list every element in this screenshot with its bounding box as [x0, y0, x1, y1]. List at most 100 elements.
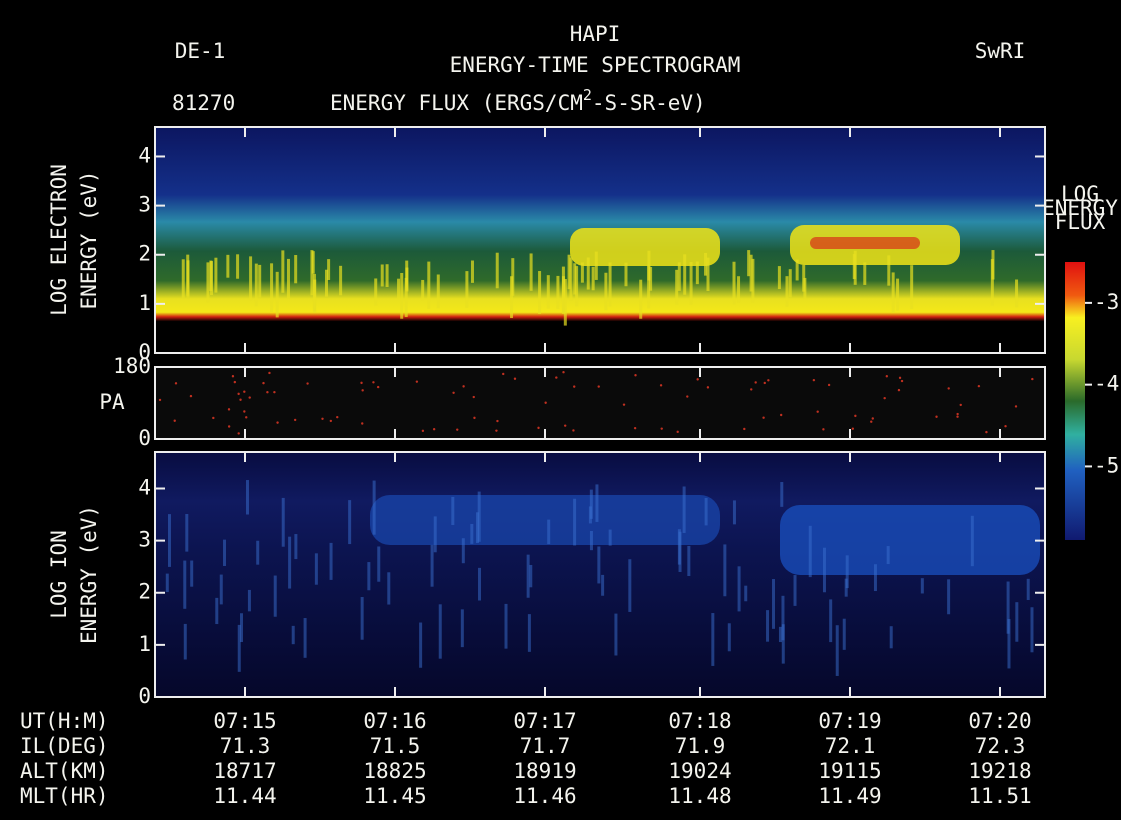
electron-spectrum: [704, 252, 708, 276]
row-value: 07:20: [968, 709, 1031, 733]
ion-spectrum: [970, 515, 974, 567]
ion-spectrum: [470, 523, 474, 544]
ion-spectrum: [547, 519, 551, 545]
institution: SwRI: [975, 39, 1026, 63]
row-value: 18919: [513, 759, 576, 783]
row-value: 19218: [968, 759, 1031, 783]
pitch-angle-point: [321, 417, 324, 420]
ion-spectrum: [288, 536, 292, 589]
electron-spectrum: [863, 262, 867, 285]
pitch-angle-point: [227, 408, 231, 411]
row-value: 18717: [213, 759, 276, 783]
row-value: 07:17: [513, 709, 576, 733]
pitch-angle-point: [513, 377, 517, 380]
electron-spectrum: [706, 257, 710, 291]
pitch-angle-point: [762, 416, 765, 419]
y-axis-label: PA: [99, 390, 125, 414]
pitch-angle-point: [212, 416, 215, 420]
electron-spectrum: [495, 252, 499, 289]
ion-spectrum: [772, 579, 776, 629]
pitch-angle-point: [959, 403, 962, 407]
pitch-angle-point: [754, 381, 757, 384]
electron-spectrum: [249, 256, 253, 301]
ion-spectrum: [601, 574, 605, 596]
ion-spectrum: [348, 500, 352, 545]
colorbar-tick-label: -4: [1094, 372, 1119, 396]
pitch-angle-point: [239, 398, 242, 401]
pitch-angle-point: [573, 385, 576, 388]
row-value: 07:19: [818, 709, 881, 733]
ion-spectrum: [682, 486, 686, 533]
pitch-angle-point: [495, 429, 498, 432]
ion-spectrum: [256, 540, 260, 565]
pitch-angle-point: [473, 416, 476, 420]
pitch-angle-point: [947, 387, 950, 390]
row-label: IL(DEG): [20, 734, 109, 758]
ion-spectrum: [372, 480, 376, 535]
ion-spectrum: [947, 579, 951, 615]
y-tick-label: 1: [138, 632, 151, 656]
pitch-angle-point: [472, 395, 475, 399]
electron-spectrum: [214, 257, 218, 293]
pitch-angle-point: [1014, 405, 1018, 408]
electron-spectrum: [853, 250, 857, 285]
pitch-angle-point: [977, 384, 981, 388]
row-value: 07:18: [668, 709, 731, 733]
ion-spectrum: [314, 553, 318, 585]
ion-spectrum: [1007, 619, 1011, 669]
pitch-angle-point: [174, 382, 178, 385]
ion-spectrum: [451, 496, 455, 526]
pitch-angle-point: [329, 419, 333, 423]
pitch-angle-point: [293, 418, 297, 422]
electron-spectrum: [511, 258, 515, 296]
row-label: ALT(KM): [20, 759, 109, 783]
colorbar-label: LOG: [1061, 182, 1099, 206]
pitch-angle-point: [660, 427, 663, 430]
day-id: 81270: [172, 91, 235, 115]
y-tick-label: 1: [138, 291, 151, 315]
ion-spectrum: [377, 546, 381, 582]
electron-spectrum: [510, 276, 514, 318]
pitch-angle-point: [696, 378, 699, 381]
chart-subtitle: ENERGY-TIME SPECTROGRAM: [450, 53, 741, 77]
ion-spectrum: [387, 572, 391, 605]
electron-spectrum: [374, 278, 378, 306]
electron-spectrum: [591, 266, 595, 291]
pitch-angle-point: [361, 422, 364, 425]
ion-spectrum: [183, 623, 187, 660]
ion-spectrum: [589, 489, 593, 519]
y-tick-label: 0: [138, 340, 151, 364]
row-value: 11.51: [968, 784, 1031, 808]
pitch-angle-point: [763, 381, 766, 385]
ion-spectrum: [920, 578, 924, 594]
pitch-angle-point: [822, 428, 825, 431]
pitch-angle-point: [1031, 377, 1034, 381]
ion-spectrum: [367, 562, 371, 591]
pitch-angle-point: [851, 427, 855, 430]
y-tick-label: 0: [138, 426, 151, 450]
ion-spectrum: [504, 603, 508, 649]
electron-spectrum: [294, 255, 298, 284]
ion-spectrum: [589, 530, 593, 551]
colorbar-tick-label: -3: [1094, 290, 1119, 314]
electron-spectrum: [281, 250, 285, 293]
ion-spectrum: [460, 609, 464, 648]
electron-spectrum: [339, 265, 343, 296]
pitch-angle-point: [273, 390, 276, 394]
pitch-angle-point: [245, 416, 248, 419]
ion-spectrum: [614, 613, 618, 656]
row-value: 07:15: [213, 709, 276, 733]
row-value: 72.3: [975, 734, 1026, 758]
ion-spectrum: [780, 505, 1040, 575]
ion-spectrum: [281, 497, 285, 547]
ion-spectrum: [219, 574, 223, 605]
panel-frame: [154, 126, 1046, 354]
pitch-angle-point: [870, 420, 873, 423]
electron-spectrum: [575, 266, 579, 307]
electron-spectrum: [647, 265, 651, 309]
ion-spectrum: [889, 626, 893, 649]
row-value: 71.7: [520, 734, 571, 758]
pitch-angle-point: [452, 391, 455, 395]
electron-spectrum: [206, 262, 210, 303]
electron-spectrum: [236, 254, 240, 279]
